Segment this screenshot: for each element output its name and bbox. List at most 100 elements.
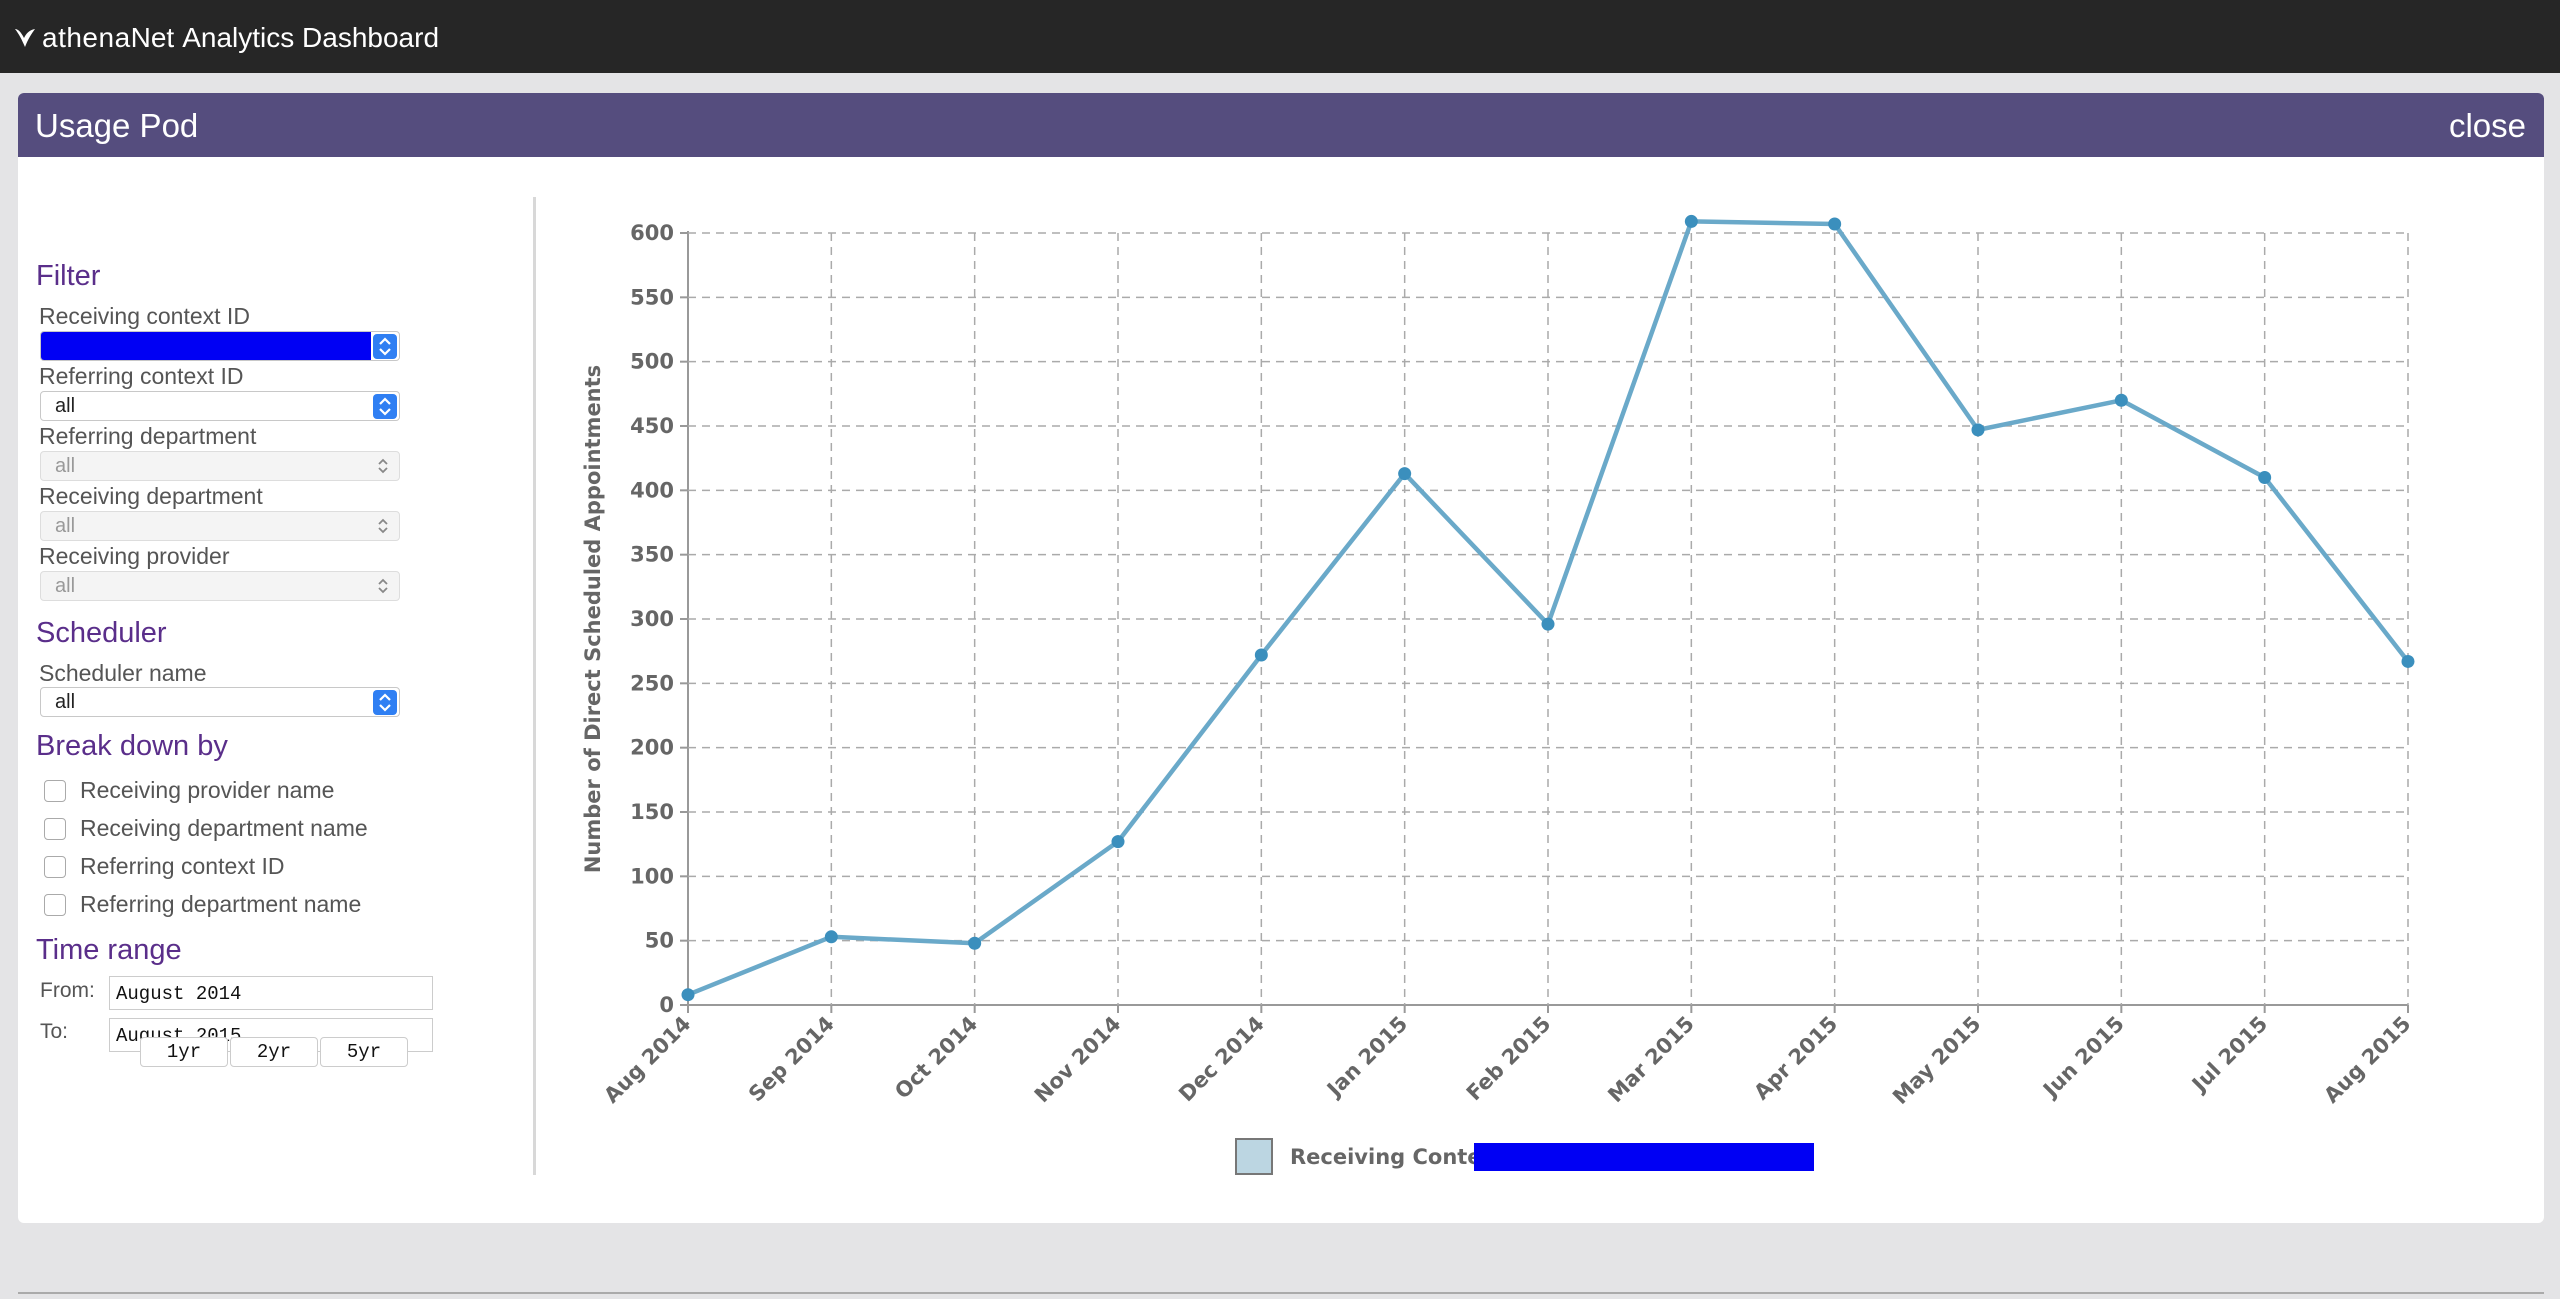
referring-department-value: all (55, 455, 76, 477)
page-divider (18, 1292, 2544, 1294)
x-tick-label: Oct 2014 (890, 1012, 982, 1104)
y-tick-label: 0 (659, 993, 674, 1017)
data-point (1398, 467, 1412, 481)
data-point (1828, 217, 1842, 231)
receiving-department-label: Receiving department (39, 483, 263, 509)
data-point (968, 936, 982, 950)
chevron-updown-icon (373, 455, 393, 477)
chevron-updown-icon (373, 334, 397, 359)
from-input[interactable]: August 2014 (109, 976, 433, 1010)
brand-logo[interactable]: athena Net Analytics Dashboard (12, 20, 439, 56)
breakdown-option-label: Referring context ID (80, 853, 285, 879)
receiving-department-value: all (55, 515, 76, 537)
checkbox[interactable] (44, 779, 66, 802)
range-1yr-button[interactable]: 1yr (140, 1037, 228, 1067)
usage-pod: Usage Pod close Filter Receiving context… (18, 93, 2544, 1223)
receiving-provider-value: all (55, 575, 76, 597)
brand-suffix: Net (130, 22, 175, 53)
filter-sidebar: Filter Receiving context ID Referring co… (18, 157, 538, 1223)
x-tick-label: Jul 2015 (2186, 1012, 2272, 1098)
chart-svg: 0 50 100 150 200 250 300 350 400 450 500 550 600 Aug … (581, 214, 2416, 1175)
breakdown-option-label: Receiving provider name (80, 777, 335, 803)
y-tick-label: 250 (630, 671, 674, 695)
referring-context-select[interactable]: all (40, 391, 400, 421)
breakdown-heading: Break down by (36, 730, 228, 762)
scheduler-heading: Scheduler (36, 617, 167, 649)
y-tick-label: 300 (630, 607, 674, 631)
x-tick-label: Nov 2014 (1030, 1012, 1126, 1108)
data-point (824, 930, 838, 944)
y-tick-label: 400 (630, 478, 674, 502)
pod-title: Usage Pod (35, 107, 199, 144)
x-tick-label: Jun 2015 (2037, 1012, 2129, 1104)
y-tick-label: 500 (630, 350, 674, 374)
receiving-context-select[interactable] (40, 331, 400, 361)
data-point (1684, 214, 1698, 228)
data-point (1111, 835, 1125, 849)
y-tick-label: 350 (630, 543, 674, 567)
legend-redacted-value (1474, 1143, 1814, 1171)
usage-line-chart: 0 50 100 150 200 250 300 350 400 450 500 550 600 Aug … (538, 157, 2544, 1223)
scheduler-name-label: Scheduler name (39, 660, 207, 686)
x-tick-label: May 2015 (1888, 1012, 1985, 1109)
receiving-provider-label: Receiving provider (39, 543, 230, 569)
app-title: Analytics Dashboard (182, 22, 440, 53)
to-label: To: (40, 1020, 69, 1043)
checkbox[interactable] (44, 817, 66, 840)
checkbox[interactable] (44, 893, 66, 916)
close-button[interactable]: close (2448, 107, 2526, 144)
sidebar-divider (533, 197, 536, 1175)
referring-context-value: all (55, 395, 76, 417)
y-tick-label: 100 (630, 864, 674, 888)
from-value: August 2014 (116, 983, 242, 1005)
referring-department-select[interactable]: all (40, 451, 400, 481)
chevron-updown-icon (373, 515, 393, 537)
breakdown-option[interactable]: Receiving department name (44, 815, 368, 842)
chevron-updown-icon (373, 690, 397, 715)
y-tick-label: 600 (630, 221, 674, 245)
chevron-updown-icon (373, 394, 397, 419)
from-label: From: (40, 979, 95, 1002)
x-tick-label: Feb 2015 (1462, 1012, 1556, 1106)
receiving-provider-select[interactable]: all (40, 571, 400, 601)
data-point (1254, 648, 1268, 662)
checkbox[interactable] (44, 855, 66, 878)
receiving-context-label: Receiving context ID (39, 303, 250, 329)
data-point (681, 988, 695, 1002)
x-tick-label: Sep 2014 (744, 1012, 839, 1107)
chevron-updown-icon (373, 575, 393, 597)
scheduler-name-value: all (55, 691, 76, 713)
breakdown-option[interactable]: Referring context ID (44, 853, 285, 880)
x-tick-label: Jan 2015 (1321, 1012, 1412, 1103)
breakdown-option[interactable]: Receiving provider name (44, 777, 334, 804)
app-header: athena Net Analytics Dashboard (0, 0, 2560, 73)
y-tick-label: 450 (630, 414, 674, 438)
referring-department-label: Referring department (39, 423, 257, 449)
x-tick-label: Mar 2015 (1603, 1012, 1699, 1108)
y-tick-label: 150 (630, 800, 674, 824)
breakdown-option[interactable]: Referring department name (44, 891, 361, 918)
legend-swatch (1235, 1138, 1273, 1175)
filter-heading: Filter (36, 260, 101, 292)
pod-header: Usage Pod close (18, 93, 2544, 157)
data-point (2114, 393, 2128, 407)
data-point (2258, 470, 2272, 484)
x-tick-label: Dec 2014 (1174, 1012, 1269, 1107)
receiving-department-select[interactable]: all (40, 511, 400, 541)
y-tick-label: 200 (630, 736, 674, 760)
x-tick-label: Aug 2015 (2319, 1012, 2415, 1108)
range-5yr-button[interactable]: 5yr (320, 1037, 408, 1067)
breakdown-option-label: Receiving department name (80, 815, 368, 841)
data-point (2401, 654, 2415, 668)
brand-name: athena (42, 22, 131, 53)
redacted-value (41, 332, 371, 360)
range-2yr-button[interactable]: 2yr (230, 1037, 318, 1067)
y-tick-label: 550 (630, 285, 674, 309)
scheduler-name-select[interactable]: all (40, 687, 400, 717)
data-point (1541, 617, 1555, 631)
referring-context-label: Referring context ID (39, 363, 244, 389)
data-point (1971, 423, 1985, 437)
x-tick-label: Aug 2014 (599, 1012, 695, 1108)
leaf-logo-icon (15, 29, 35, 47)
y-tick-label: 50 (645, 929, 674, 953)
